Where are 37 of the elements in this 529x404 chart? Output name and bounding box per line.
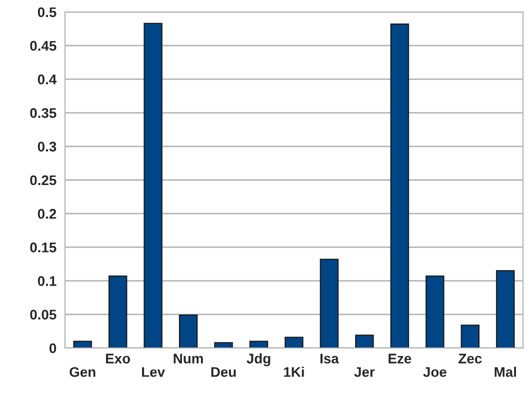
y-tick-label: 0.2 [38,208,56,219]
x-tick-label: 1Ki [284,366,304,377]
bar [108,276,128,348]
bar [284,336,304,348]
x-tick-label: Exo [106,354,130,364]
bar [214,342,233,348]
y-tick-label: 0.25 [30,175,56,186]
bar [426,276,444,348]
x-tick-label: Gen [70,367,96,377]
y-tick-label: 0.15 [30,242,56,252]
bar [460,324,480,348]
x-tick-label: Jdg [246,353,270,366]
y-tick-label: 0.35 [30,108,56,118]
bar [144,22,162,348]
bar [320,258,339,348]
y-tick-label: 0.45 [30,40,56,51]
bar [73,340,92,348]
bar [496,270,515,348]
y-tick-label: 0.4 [38,74,57,84]
x-tick-label: Num [174,354,203,364]
y-tick-label: 0.05 [30,310,56,320]
bar [178,314,198,348]
x-tick-label: Mal [494,366,516,377]
y-tick-label: 0.1 [38,276,56,286]
x-tick-label: Joe [423,367,446,377]
x-tick-label: Isa [320,354,339,364]
y-tick-label: 0 [49,343,56,354]
x-tick-label: Lev [142,367,165,377]
bar [355,334,374,348]
x-tick-label: Deu [211,367,236,377]
x-tick-label: Zec [458,354,482,364]
y-tick-label: 0.5 [38,7,56,18]
y-tick-label: 0.3 [38,142,56,152]
x-tick-label: Eze [388,354,412,364]
bar [249,340,268,348]
bar [390,24,410,348]
x-tick-label: Jer [354,367,375,377]
